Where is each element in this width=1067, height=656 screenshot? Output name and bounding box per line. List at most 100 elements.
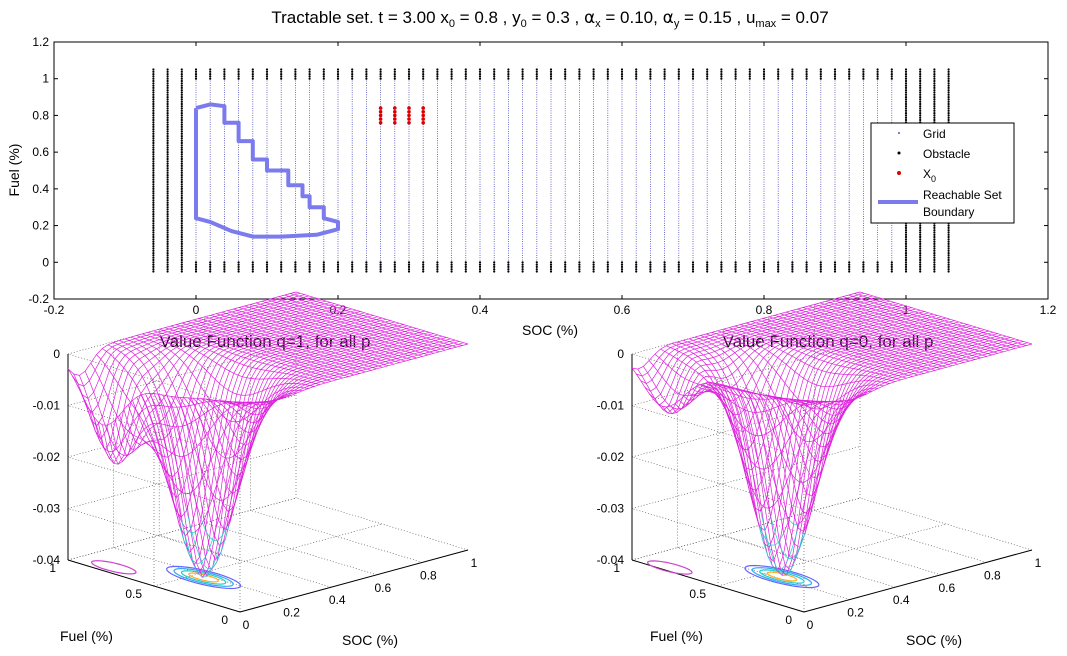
- grid-point: [635, 133, 637, 135]
- grid-point: [479, 115, 481, 116]
- grid-point: [607, 218, 609, 220]
- grid-point: [635, 188, 637, 190]
- grid-point: [536, 147, 538, 148]
- grid-point: [664, 112, 665, 114]
- grid-point: [650, 101, 651, 103]
- grid-point: [437, 177, 438, 178]
- grid-point: [678, 138, 680, 139]
- grid-point: [224, 188, 225, 190]
- grid-point: [266, 190, 268, 192]
- grid-point: [607, 108, 609, 109]
- grid-point: [721, 149, 722, 151]
- grid-point: [394, 103, 396, 105]
- grid-point: [408, 156, 410, 158]
- grid-point: [820, 103, 822, 105]
- grid-point: [351, 238, 353, 240]
- grid-point: [351, 236, 353, 238]
- grid-point: [380, 236, 381, 238]
- grid-point: [408, 257, 410, 259]
- grid-point: [394, 128, 396, 130]
- grid-point: [394, 222, 396, 224]
- grid-point: [678, 128, 680, 130]
- grid-point: [564, 229, 566, 231]
- grid-point: [351, 250, 353, 252]
- grid-point: [621, 156, 623, 158]
- grid-point: [295, 225, 296, 226]
- grid-point: [777, 170, 779, 171]
- grid-point: [380, 193, 381, 194]
- grid-point: [820, 229, 822, 231]
- grid-point: [266, 105, 268, 107]
- grid-point: [635, 222, 637, 224]
- grid-point: [564, 234, 566, 236]
- grid-point: [593, 174, 594, 176]
- grid-point: [891, 243, 893, 245]
- grid-point: [863, 87, 864, 89]
- grid-point: [451, 121, 452, 123]
- grid-point: [692, 174, 694, 176]
- grid-point: [820, 213, 822, 215]
- grid-point: [621, 119, 623, 121]
- grid-point: [635, 177, 637, 178]
- grid-point: [579, 232, 580, 233]
- grid-point: [366, 216, 367, 217]
- grid-point: [749, 229, 751, 231]
- grid-point: [593, 255, 594, 256]
- grid-point: [522, 154, 523, 155]
- grid-point: [209, 243, 211, 245]
- grid-point: [863, 99, 864, 100]
- grid-point: [621, 227, 623, 229]
- grid-point: [721, 222, 722, 224]
- grid-point: [564, 156, 566, 158]
- grid-point: [721, 128, 722, 130]
- grid-point: [508, 89, 509, 91]
- grid-point: [664, 144, 665, 146]
- grid-point: [792, 238, 793, 240]
- grid-point: [493, 188, 495, 190]
- grid-point: [266, 87, 268, 89]
- grid-point: [493, 121, 495, 123]
- grid-point: [366, 177, 367, 178]
- grid-point: [863, 103, 864, 105]
- grid-point: [380, 167, 381, 169]
- grid-point: [777, 259, 779, 261]
- grid-point: [295, 209, 296, 210]
- grid-point: [792, 92, 793, 93]
- grid-point: [706, 165, 708, 167]
- grid-point: [266, 174, 268, 176]
- grid-point: [621, 234, 623, 236]
- grid-point: [706, 186, 708, 187]
- grid-point: [380, 190, 381, 192]
- grid-point: [848, 96, 850, 98]
- grid-point: [650, 243, 651, 245]
- grid-point: [408, 172, 410, 174]
- grid-point: [252, 133, 254, 135]
- grid-point: [238, 96, 239, 98]
- grid-point: [607, 119, 609, 121]
- grid-point: [806, 158, 807, 160]
- grid-point: [621, 87, 623, 89]
- grid-point: [451, 238, 452, 240]
- grid-point: [224, 190, 225, 192]
- grid-point: [323, 229, 325, 231]
- grid-point: [337, 170, 339, 171]
- grid-point: [593, 163, 594, 164]
- grid-point: [721, 103, 722, 105]
- grid-point: [863, 259, 864, 261]
- grid-point: [678, 110, 680, 112]
- grid-point: [579, 156, 580, 158]
- grid-point: [735, 222, 736, 224]
- grid-point: [351, 179, 353, 181]
- grid-point: [777, 112, 779, 114]
- grid-point: [607, 156, 609, 158]
- grid-point: [593, 220, 594, 222]
- grid-point: [323, 101, 325, 103]
- grid-point: [280, 144, 282, 146]
- grid-point: [209, 193, 211, 194]
- grid-point: [224, 248, 225, 249]
- grid-point: [749, 80, 751, 82]
- grid-point: [380, 85, 381, 86]
- grid-point: [351, 128, 353, 130]
- grid-point: [564, 202, 566, 203]
- grid-point: [408, 238, 410, 240]
